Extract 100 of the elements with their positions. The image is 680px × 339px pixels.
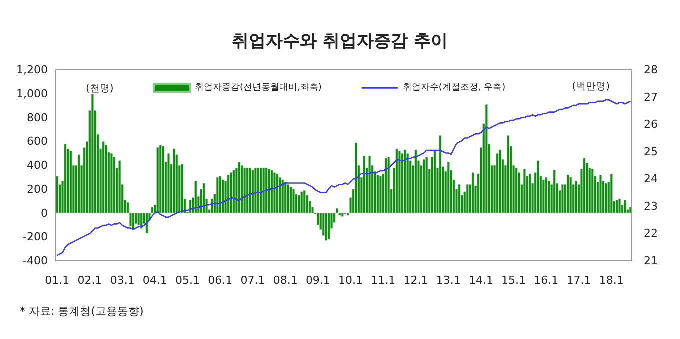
bar — [458, 184, 461, 214]
y-tick-label: 0 — [41, 206, 48, 220]
bar — [485, 104, 488, 214]
bar — [401, 154, 404, 214]
bar — [268, 169, 270, 214]
bar — [404, 150, 406, 214]
bar — [341, 213, 344, 217]
bar — [298, 195, 300, 214]
bar — [222, 180, 224, 214]
bar — [363, 156, 366, 214]
y2-tick-label: 26 — [644, 118, 658, 132]
bar — [376, 175, 380, 214]
bar — [274, 172, 276, 214]
annotation: (천명) — [86, 84, 114, 94]
bar — [56, 176, 59, 214]
bar — [542, 180, 545, 214]
bar — [156, 148, 160, 214]
x-tick-label: 04.1 — [142, 274, 168, 287]
y2-tick-label: 28 — [644, 64, 658, 76]
bar — [113, 157, 116, 214]
bar — [70, 151, 72, 214]
chart-title: 취업자수와 취업자증감 추이 — [232, 32, 448, 52]
bar — [553, 170, 556, 214]
bar — [276, 174, 279, 214]
y-tick-label: 200 — [27, 182, 48, 196]
bar — [472, 172, 474, 214]
y-tick-label: -200 — [23, 230, 48, 244]
legend-label: 취업자증감(전년동월대비,좌축) — [195, 83, 322, 93]
bar — [624, 200, 626, 214]
bar — [528, 174, 532, 214]
x-tick-label: 02.1 — [78, 274, 102, 287]
bar — [227, 175, 230, 214]
bar — [379, 176, 382, 214]
x-tick-label: 13.1 — [436, 274, 461, 287]
bar — [102, 142, 105, 214]
x-tick-label: 12.1 — [404, 274, 428, 287]
bar — [270, 170, 274, 214]
bar — [162, 146, 165, 214]
bar — [507, 136, 510, 214]
bar — [629, 207, 632, 214]
bar — [545, 177, 548, 214]
bar — [64, 144, 67, 214]
bar — [287, 184, 290, 214]
bar — [434, 151, 436, 214]
y-tick-label: -400 — [23, 254, 48, 268]
x-tick-label: 08.1 — [273, 274, 298, 287]
bar — [132, 213, 135, 230]
x-tick-label: 07.1 — [240, 274, 266, 287]
bar — [566, 175, 570, 214]
bar — [439, 136, 442, 214]
bar — [240, 166, 244, 214]
text: * 자료: 통계청(고용동향) — [20, 305, 144, 318]
x-tick-label: 16.1 — [534, 274, 559, 287]
bar — [426, 157, 428, 214]
bar — [325, 213, 328, 241]
bar — [414, 150, 418, 214]
bar — [278, 177, 282, 214]
bar — [583, 158, 586, 214]
bar — [260, 168, 262, 214]
x-tick-label: 17.1 — [566, 274, 592, 287]
bar — [600, 175, 602, 214]
bar — [232, 170, 236, 214]
bar — [548, 181, 550, 214]
bar — [447, 162, 450, 214]
bar — [202, 183, 206, 214]
y2-tick-label: 27 — [644, 90, 658, 104]
bar — [292, 189, 295, 214]
annotation: (백만명) — [572, 82, 610, 92]
x-tick-label: 06.1 — [208, 274, 233, 287]
bar — [230, 172, 232, 214]
bar — [591, 169, 594, 214]
bar — [140, 213, 143, 229]
bar — [496, 154, 499, 214]
bar — [355, 142, 358, 214]
bar — [466, 184, 469, 214]
y2-tick-label: 24 — [644, 172, 658, 186]
x-tick-label: 11.1 — [371, 274, 396, 287]
bar — [368, 156, 372, 214]
x-tick-label: 14.1 — [468, 274, 494, 287]
bar — [537, 160, 540, 214]
x-tick-label: 18.1 — [599, 274, 624, 287]
bar — [246, 168, 249, 214]
x-tick-label: 09.1 — [306, 274, 330, 287]
x-tick-label: 05.1 — [176, 274, 200, 287]
bar — [118, 160, 122, 214]
bar — [562, 184, 564, 214]
x-tick-label: 15.1 — [502, 274, 526, 287]
bar — [78, 154, 80, 214]
y-tick-label: 1,000 — [16, 87, 48, 100]
line-series — [56, 99, 632, 256]
y2-tick-label: 21 — [644, 254, 658, 268]
y2-tick-label: 25 — [644, 145, 658, 158]
bar — [216, 177, 219, 214]
bar — [618, 198, 621, 214]
bar — [610, 174, 613, 214]
bar — [110, 154, 113, 214]
y-tick-label: 600 — [27, 135, 48, 148]
bar — [181, 164, 184, 214]
bar — [257, 168, 260, 214]
legend-label: 취업자수(계절조정, 우축) — [402, 83, 506, 93]
